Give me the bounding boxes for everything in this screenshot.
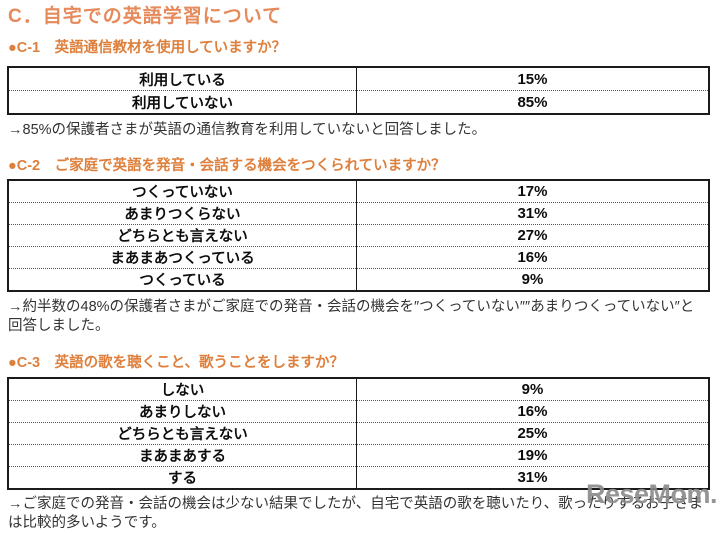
survey-results-page: C．自宅での英語学習について ●C-1 英語通信教材を使用していますか？ 利用し…	[7, 6, 718, 531]
table-row: つくっている 9%	[8, 268, 709, 291]
answer-value-cell: 16%	[356, 400, 709, 423]
note-text-c2: →約半数の48%の保護者さまがご家庭での発音・会話の機会を″つくっていない″″あ…	[8, 299, 695, 334]
answer-value-cell: 27%	[356, 224, 709, 247]
table-row: 利用していない 85%	[8, 90, 709, 114]
page-title: C．自宅での英語学習について	[8, 6, 283, 27]
survey-table-c1: 利用している 15% 利用していない 85%	[7, 66, 710, 115]
table-row: しない 9%	[8, 378, 709, 401]
answer-label-cell: まあまあつくっている	[8, 246, 357, 269]
table-row: する 31%	[8, 466, 709, 489]
table-row: 利用している 15%	[8, 67, 709, 91]
answer-label-cell: つくっていない	[8, 180, 357, 203]
section-heading-c3: ●C-3 英語の歌を聴くこと、歌うことをしますか？	[8, 355, 345, 371]
table-row: つくっていない 17%	[8, 180, 709, 203]
answer-label-cell: 利用している	[8, 67, 357, 91]
table-row: どちらとも言えない 27%	[8, 224, 709, 247]
table-row: まあまあする 19%	[8, 444, 709, 467]
answer-value-cell: 15%	[517, 70, 548, 88]
table-row: まあまあつくっている 16%	[8, 246, 709, 269]
answer-value-cell: 16%	[356, 246, 709, 269]
note-text-c1: →85%の保護者さまが英語の通信教育を利用していないと回答しました。	[8, 122, 487, 138]
answer-label-cell: まあまあする	[8, 444, 357, 467]
answer-label-cell: しない	[8, 378, 357, 401]
answer-label-cell: つくっている	[8, 268, 357, 291]
resemom-logo-watermark: ReseMom.	[585, 479, 718, 509]
answer-value-cell: 85%	[356, 90, 709, 114]
survey-table-c2: つくっていない 17% あまりつくらない 31% どちらとも言えない 27% ま…	[7, 179, 710, 292]
survey-table-c3: しない 9% あまりしない 16% どちらとも言えない 25% まあまあする 1…	[7, 377, 710, 490]
table-row: あまりしない 16%	[8, 400, 709, 423]
answer-value-cell: 9%	[356, 268, 709, 291]
table-row: あまりつくらない 31%	[8, 202, 709, 225]
section-heading-c1: ●C-1 英語通信教材を使用していますか？	[8, 40, 287, 56]
answer-label-cell: 利用していない	[8, 90, 357, 114]
answer-label-cell: あまりしない	[8, 400, 357, 423]
answer-value-cell: 31%	[356, 202, 709, 225]
table-row: どちらとも言えない 25%	[8, 422, 709, 445]
answer-value-cell: 9%	[521, 381, 544, 398]
answer-label-cell: あまりつくらない	[8, 202, 357, 225]
answer-value-cell: 31%	[356, 466, 709, 489]
answer-value-cell: 25%	[356, 422, 709, 445]
section-heading-c2: ●C-2 ご家庭で英語を発音・会話する機会をつくられていますか？	[8, 158, 446, 174]
answer-value-cell: 17%	[517, 183, 548, 200]
answer-label-cell: どちらとも言えない	[8, 422, 357, 445]
answer-value-cell: 19%	[356, 444, 709, 467]
answer-label-cell: する	[8, 466, 357, 489]
answer-label-cell: どちらとも言えない	[8, 224, 357, 247]
